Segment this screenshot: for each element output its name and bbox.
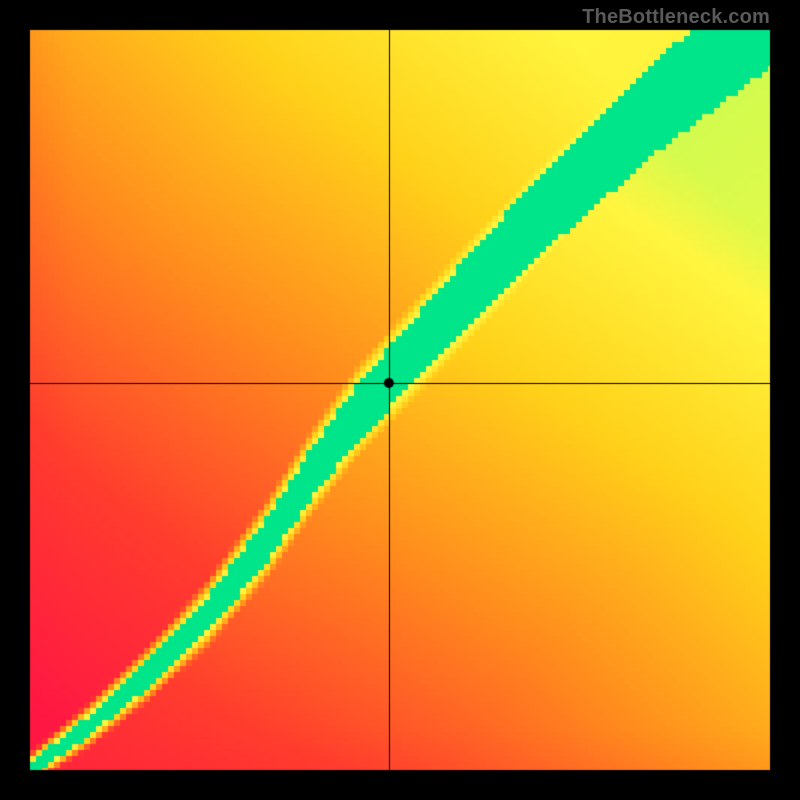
watermark-text: TheBottleneck.com [582, 6, 770, 29]
bottleneck-heatmap [0, 0, 800, 800]
